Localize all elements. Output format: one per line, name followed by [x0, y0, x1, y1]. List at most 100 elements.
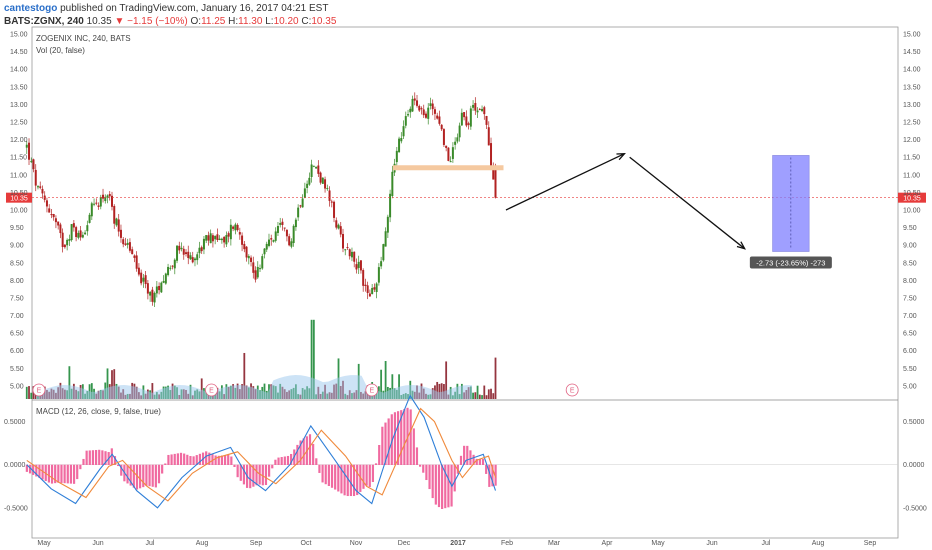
candle-body [460, 112, 463, 126]
candle-body [438, 116, 441, 124]
y-tick-left: 5.00 [10, 383, 24, 390]
macd-histogram-bar [371, 464, 375, 482]
macd-line [26, 394, 497, 509]
candle-body [451, 147, 454, 159]
author-link[interactable]: cantestogo [4, 3, 58, 14]
macd-histogram-bar [63, 464, 66, 484]
candle-body [359, 260, 362, 271]
candle-body [193, 258, 196, 261]
macd-histogram-bar [76, 464, 79, 480]
macd-histogram-bar [491, 464, 494, 487]
macd-histogram-bar [154, 464, 157, 488]
macd-histogram-bar [47, 464, 50, 483]
candle-body [81, 234, 84, 238]
y-tick-right: 11.50 [903, 155, 920, 162]
macd-histogram-bar [98, 449, 101, 465]
macd-histogram-bar [324, 464, 327, 485]
projection-arrow-head [616, 152, 626, 161]
macd-histogram-bar [337, 464, 340, 492]
macd-histogram-bar [135, 464, 139, 490]
projection-arrow [505, 153, 625, 211]
x-tick: Jul [762, 540, 771, 547]
macd-histogram-bar [132, 464, 135, 488]
candle-body [48, 208, 51, 213]
candle-body [160, 282, 163, 293]
candle-body [122, 239, 125, 245]
candle-body [456, 137, 459, 142]
candle-body [176, 245, 179, 261]
candle-body [409, 108, 412, 113]
candle-body [54, 218, 57, 223]
change-value: ▼ −1.15 (−10%) [114, 16, 188, 27]
candle-body [207, 235, 210, 241]
macd-histogram-bar [444, 464, 447, 509]
candle-body [205, 235, 208, 241]
candle-body [59, 224, 62, 234]
macd-histogram-bar [334, 464, 337, 490]
candle-body [404, 116, 407, 126]
candle-body [350, 251, 353, 258]
macd-histogram-bar [214, 455, 217, 465]
candle-body [30, 161, 33, 163]
axis-ticks: 15.00 15.00 14.50 14.50 14.00 14.00 13.50 13.50… [4, 32, 927, 547]
macd-histogram-bar [217, 455, 220, 465]
volume-bar [106, 368, 109, 399]
candle-body [429, 103, 432, 107]
earnings-marker [365, 383, 379, 397]
volume-bar [476, 385, 479, 399]
x-tick: May [651, 540, 665, 547]
candle-body [483, 107, 486, 115]
candle-body [131, 249, 134, 255]
candle-body [79, 230, 82, 238]
candle-body [234, 224, 237, 231]
y-tick-right: 12.00 [903, 137, 921, 144]
macd-histogram-bar [85, 450, 88, 465]
candle-body [247, 256, 250, 259]
candle-body [339, 226, 342, 235]
candle-body [185, 252, 188, 254]
volume-bar [487, 389, 490, 399]
candle-body [485, 115, 488, 125]
candle-body [162, 280, 165, 283]
macd-histogram-bar [179, 452, 183, 465]
candle-body [218, 238, 221, 240]
x-tick: Sep [250, 540, 263, 547]
macd-tick-right: 0.5000 [903, 419, 925, 426]
macd-histogram-bar [415, 447, 419, 465]
macd-histogram-bar [318, 464, 321, 473]
candle-body [45, 200, 48, 207]
macd-histogram-bar [312, 443, 315, 465]
candle-body [463, 112, 466, 118]
macd-histogram-bar [330, 464, 334, 488]
candle-body [198, 247, 201, 254]
y-tick-right: 7.00 [903, 313, 917, 320]
macd-histogram-bar [475, 458, 478, 465]
macd-histogram-bar [296, 444, 299, 465]
candle-body [135, 255, 138, 269]
volume-bars [25, 319, 497, 399]
candle-body [86, 225, 89, 232]
macd-histogram-bar [60, 464, 63, 483]
macd-histogram-bar [227, 454, 230, 465]
macd-histogram-bar [488, 464, 491, 487]
macd-histogram-bar [453, 464, 456, 492]
y-tick-right: 10.50 [903, 190, 921, 197]
macd-histogram-bar [481, 458, 485, 465]
macd-histogram-bar [57, 464, 60, 483]
candle-body [411, 98, 414, 112]
candle-body [357, 261, 360, 268]
macd-histogram-bar [91, 450, 95, 465]
macd-histogram-bar [41, 464, 44, 480]
y-tick-right: 8.50 [903, 260, 917, 267]
x-tick: Apr [602, 540, 614, 547]
candle-body [355, 264, 358, 270]
macd-histogram-bar [255, 464, 258, 486]
macd-histogram-bar [274, 459, 277, 465]
candle-body [137, 267, 140, 275]
drawings[interactable]: 10.35 10.35 -2.73 (-23.65%) -273 E E E E [6, 152, 926, 397]
macd-histogram-bar [271, 464, 274, 469]
volume-bar [492, 393, 495, 399]
macd-histogram-bar [192, 456, 195, 465]
candle-body [281, 221, 284, 225]
